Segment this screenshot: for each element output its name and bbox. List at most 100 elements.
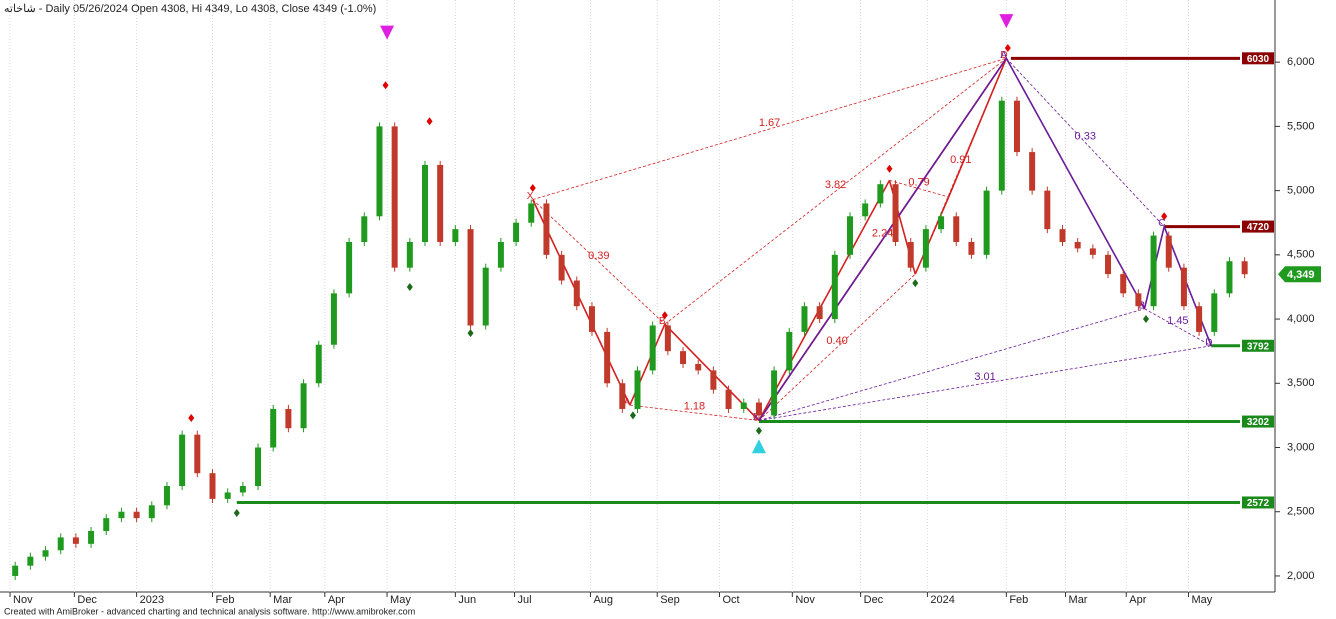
candle (194, 434, 201, 474)
pivot-lows (755, 426, 762, 435)
pattern-ratio-line (758, 273, 916, 421)
candle (1150, 235, 1157, 307)
pivot-lows (406, 282, 413, 291)
y-tick-label: 4,500 (1287, 249, 1315, 261)
candle (118, 511, 125, 519)
candle (330, 293, 337, 345)
pivot-highs (661, 311, 668, 320)
level-tag: 2572 (1242, 496, 1274, 509)
x-tick-label: 2024 (930, 594, 954, 606)
candle (755, 402, 762, 416)
candle (953, 216, 960, 242)
candle (315, 344, 322, 384)
candle (452, 229, 459, 242)
candle (467, 229, 474, 326)
level-label: 2572 (1247, 498, 1270, 509)
candle (1089, 248, 1096, 255)
x-tick-label: Sep (660, 594, 680, 606)
candle (664, 325, 671, 352)
y-tick-label: 2,000 (1287, 570, 1315, 582)
candle (725, 389, 732, 409)
x-tick-label: Oct (722, 594, 739, 606)
pattern-ratio-line (1006, 58, 1165, 227)
candle (42, 550, 49, 557)
signal-arrow (751, 439, 766, 454)
x-tick-label: Nov (795, 594, 815, 606)
y-tick-label: 3,000 (1287, 441, 1315, 453)
candle (133, 511, 140, 519)
candle (513, 222, 520, 242)
signal-arrow (999, 14, 1014, 29)
candle (482, 267, 489, 326)
x-tick-label: Feb (1009, 594, 1028, 606)
candle (862, 203, 869, 217)
candle (148, 505, 155, 519)
pivot-highs (188, 413, 195, 422)
pattern-point-label: A (1000, 50, 1007, 61)
pivot-lows (629, 411, 636, 420)
candle (892, 184, 899, 242)
pattern-point-label: A (624, 397, 631, 408)
candle (619, 383, 626, 409)
candle (72, 537, 79, 544)
candle (103, 518, 110, 531)
pattern-leg (758, 57, 1007, 421)
candle (209, 473, 216, 499)
pattern-point-label: X (527, 191, 534, 202)
candle (346, 241, 353, 294)
candle (801, 306, 808, 332)
pattern-ratio-line (889, 179, 949, 198)
candle (786, 331, 793, 371)
candle (922, 229, 929, 268)
y-tick-label: 5,000 (1287, 185, 1315, 197)
candle (27, 556, 34, 566)
pattern-point-label: X (753, 412, 760, 423)
pattern-point-label: D (1000, 50, 1007, 61)
candle (1180, 267, 1187, 307)
x-tick-label: Apr (1129, 594, 1146, 606)
last-price-tag (1278, 266, 1321, 283)
last-price-label: 4,349 (1287, 269, 1315, 281)
pattern-point-label: B (659, 316, 666, 327)
pivot-lows (1142, 315, 1149, 324)
x-tick-label: Feb (216, 594, 235, 606)
candle (179, 434, 186, 487)
pattern-point-label: C (1158, 218, 1165, 229)
ratio-label: 3.82 (825, 179, 846, 191)
level-box (1242, 220, 1274, 233)
pivot-highs (382, 81, 389, 90)
ratio-label: 1.45 (1167, 315, 1188, 327)
candle (543, 203, 550, 255)
candle (695, 364, 702, 371)
y-tick-label: 2,500 (1287, 506, 1315, 518)
candle (300, 383, 307, 429)
candle (239, 486, 246, 493)
candle (1044, 190, 1051, 230)
ratio-label: 0.33 (1075, 130, 1096, 142)
candle (938, 216, 945, 230)
ratio-label: 0.39 (588, 250, 609, 262)
ratio-label: 1.67 (759, 117, 780, 129)
candle (497, 241, 504, 268)
candle (437, 164, 444, 242)
level-label: 4720 (1247, 222, 1270, 233)
x-tick-label: Dec (864, 594, 884, 606)
pattern-ratio-line (914, 58, 1007, 275)
candle (1013, 100, 1020, 153)
candle (649, 325, 656, 371)
pattern-leg (947, 58, 1008, 198)
candle (406, 241, 413, 268)
candle (573, 280, 580, 307)
x-tick-label: Mar (1069, 594, 1088, 606)
x-tick-label: Apr (328, 594, 345, 606)
candle (907, 241, 914, 268)
candle (1120, 274, 1127, 294)
y-tick-label: 5,500 (1287, 120, 1315, 132)
x-tick-label: 2023 (140, 594, 164, 606)
candle (1241, 261, 1248, 275)
level-tag: 3202 (1242, 415, 1274, 428)
candle (998, 100, 1005, 191)
x-tick-label: Dec (77, 594, 97, 606)
